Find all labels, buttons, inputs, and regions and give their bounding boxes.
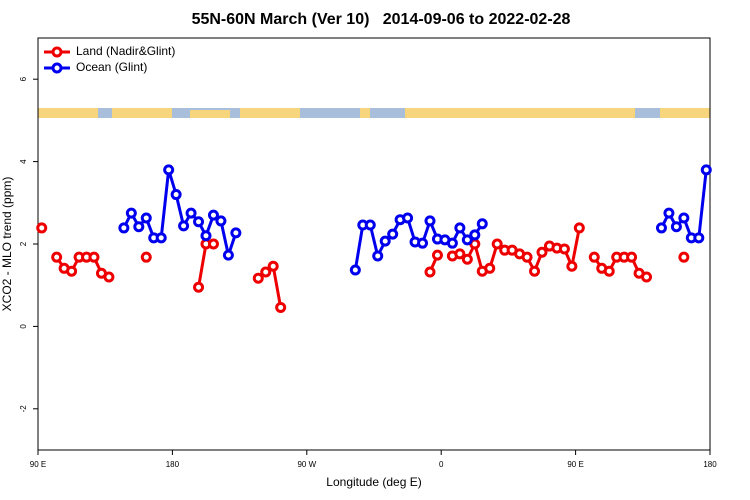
x-tick-label: 180 (166, 460, 180, 469)
data-point (693, 232, 705, 244)
x-axis-label: Longitude (deg E) (326, 475, 421, 489)
data-point (566, 260, 578, 272)
data-point (215, 215, 227, 227)
y-tick-label: 6 (19, 76, 28, 81)
data-point (603, 265, 615, 277)
data-point (424, 266, 436, 278)
data-point (446, 237, 458, 249)
data-point (491, 238, 503, 250)
data-point (588, 251, 600, 263)
data-point (678, 212, 690, 224)
data-point (36, 222, 48, 234)
land-strip (405, 108, 635, 118)
data-point (387, 228, 399, 240)
x-tick-label: 180 (703, 460, 717, 469)
data-point (461, 253, 473, 265)
y-axis-label: XCO2 - MLO trend (ppm) (0, 177, 14, 312)
y-tick-label: 0 (19, 324, 28, 329)
x-tick-label: 90 E (30, 460, 46, 469)
data-point (118, 222, 130, 234)
data-point (431, 249, 443, 261)
data-point (193, 216, 205, 228)
data-point (155, 232, 167, 244)
chart-title: 55N-60N March (Ver 10) 2014-09-06 to 202… (192, 11, 571, 28)
data-point (140, 251, 152, 263)
data-point (170, 189, 182, 201)
data-point (193, 281, 205, 293)
data-point (678, 251, 690, 263)
data-point (379, 235, 391, 247)
data-point (207, 209, 219, 221)
data-point (178, 220, 190, 232)
data-point (663, 207, 675, 219)
legend-label: Ocean (Glint) (76, 60, 147, 74)
data-point (700, 164, 712, 176)
data-point (275, 301, 287, 313)
data-point (402, 212, 414, 224)
data-point (454, 222, 466, 234)
legend-marker (51, 46, 63, 58)
land-strip (240, 108, 300, 118)
data-point (364, 219, 376, 231)
data-point (417, 237, 429, 249)
data-point (133, 221, 145, 233)
data-point (140, 212, 152, 224)
data-point (260, 266, 272, 278)
data-point (349, 264, 361, 276)
y-tick-label: 4 (19, 159, 28, 164)
data-point (670, 221, 682, 233)
data-point (641, 271, 653, 283)
y-tick-label: -2 (19, 405, 28, 413)
data-point (655, 222, 667, 234)
legend: Land (Nadir&Glint) Ocean (Glint) (44, 44, 175, 74)
land-strip (112, 108, 172, 118)
data-point (536, 246, 548, 258)
legend-label: Land (Nadir&Glint) (76, 44, 175, 58)
ocean-strip (38, 108, 710, 118)
data-point (469, 229, 481, 241)
data-point (185, 207, 197, 219)
data-point (125, 207, 137, 219)
data-point (222, 249, 234, 261)
data-point (66, 265, 78, 277)
y-tick-label: 2 (19, 241, 28, 246)
map-strip (38, 108, 710, 118)
land-strip (360, 108, 370, 118)
x-tick-label: 90 E (567, 460, 583, 469)
data-point (207, 238, 219, 250)
data-point (51, 251, 63, 263)
data-point (484, 262, 496, 274)
data-point (461, 234, 473, 246)
land-strip (660, 108, 710, 118)
data-point (558, 243, 570, 255)
data-point (88, 251, 100, 263)
data-point (252, 272, 264, 284)
legend-marker (51, 62, 63, 74)
data-point (230, 227, 242, 239)
data-point (200, 230, 212, 242)
data-point (573, 222, 585, 234)
data-point (626, 251, 638, 263)
data-point (163, 164, 175, 176)
land-strip (190, 110, 230, 118)
data-point (267, 260, 279, 272)
data-point (476, 218, 488, 230)
land-strip (38, 108, 98, 118)
x-tick-label: 0 (439, 460, 444, 469)
data-point (529, 265, 541, 277)
data-point (424, 215, 436, 227)
x-tick-label: 90 W (297, 460, 316, 469)
data-point (372, 250, 384, 262)
data-point (454, 248, 466, 260)
data-point (103, 271, 115, 283)
data-point (521, 251, 533, 263)
